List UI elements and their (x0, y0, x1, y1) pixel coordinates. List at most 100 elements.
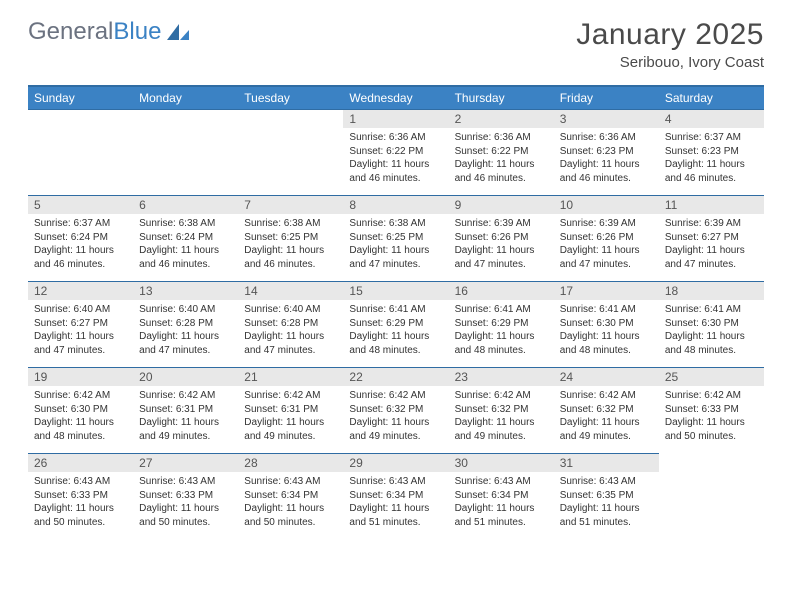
day-info: Sunrise: 6:42 AMSunset: 6:30 PMDaylight:… (28, 386, 133, 447)
day-cell: 12Sunrise: 6:40 AMSunset: 6:27 PMDayligh… (28, 281, 133, 367)
day-number: 19 (28, 368, 133, 386)
day-cell: 22Sunrise: 6:42 AMSunset: 6:32 PMDayligh… (343, 367, 448, 453)
day-number: 17 (554, 282, 659, 300)
day-info: Sunrise: 6:43 AMSunset: 6:35 PMDaylight:… (554, 472, 659, 533)
day-info: Sunrise: 6:43 AMSunset: 6:34 PMDaylight:… (343, 472, 448, 533)
day-number: 21 (238, 368, 343, 386)
day-info: Sunrise: 6:42 AMSunset: 6:31 PMDaylight:… (133, 386, 238, 447)
day-info: Sunrise: 6:43 AMSunset: 6:33 PMDaylight:… (133, 472, 238, 533)
logo-text-blue: Blue (113, 18, 161, 46)
day-number: 5 (28, 196, 133, 214)
weekday-header: Tuesday (238, 87, 343, 109)
day-cell: 11Sunrise: 6:39 AMSunset: 6:27 PMDayligh… (659, 195, 764, 281)
title-block: January 2025 Seribouo, Ivory Coast (576, 18, 764, 71)
day-info: Sunrise: 6:39 AMSunset: 6:26 PMDaylight:… (554, 214, 659, 275)
location-subtitle: Seribouo, Ivory Coast (576, 54, 764, 71)
day-cell: 24Sunrise: 6:42 AMSunset: 6:32 PMDayligh… (554, 367, 659, 453)
day-number: 6 (133, 196, 238, 214)
day-number: 20 (133, 368, 238, 386)
day-cell: 3Sunrise: 6:36 AMSunset: 6:23 PMDaylight… (554, 109, 659, 195)
day-info: Sunrise: 6:38 AMSunset: 6:25 PMDaylight:… (343, 214, 448, 275)
day-cell: 21Sunrise: 6:42 AMSunset: 6:31 PMDayligh… (238, 367, 343, 453)
day-info: Sunrise: 6:36 AMSunset: 6:22 PMDaylight:… (449, 128, 554, 189)
logo: GeneralBlue (28, 18, 191, 46)
day-cell: 14Sunrise: 6:40 AMSunset: 6:28 PMDayligh… (238, 281, 343, 367)
day-cell: 2Sunrise: 6:36 AMSunset: 6:22 PMDaylight… (449, 109, 554, 195)
day-info: Sunrise: 6:43 AMSunset: 6:33 PMDaylight:… (28, 472, 133, 533)
day-cell: 1Sunrise: 6:36 AMSunset: 6:22 PMDaylight… (343, 109, 448, 195)
logo-text-general: General (28, 18, 113, 46)
day-number: 4 (659, 110, 764, 128)
day-number: 22 (343, 368, 448, 386)
day-cell: 13Sunrise: 6:40 AMSunset: 6:28 PMDayligh… (133, 281, 238, 367)
day-cell: 17Sunrise: 6:41 AMSunset: 6:30 PMDayligh… (554, 281, 659, 367)
day-info: Sunrise: 6:36 AMSunset: 6:22 PMDaylight:… (343, 128, 448, 189)
day-cell: 10Sunrise: 6:39 AMSunset: 6:26 PMDayligh… (554, 195, 659, 281)
day-cell: 9Sunrise: 6:39 AMSunset: 6:26 PMDaylight… (449, 195, 554, 281)
day-info: Sunrise: 6:37 AMSunset: 6:24 PMDaylight:… (28, 214, 133, 275)
day-info: Sunrise: 6:36 AMSunset: 6:23 PMDaylight:… (554, 128, 659, 189)
day-number: 3 (554, 110, 659, 128)
day-number: 8 (343, 196, 448, 214)
weekday-header: Sunday (28, 87, 133, 109)
day-cell: 6Sunrise: 6:38 AMSunset: 6:24 PMDaylight… (133, 195, 238, 281)
day-number: 25 (659, 368, 764, 386)
day-cell: 19Sunrise: 6:42 AMSunset: 6:30 PMDayligh… (28, 367, 133, 453)
logo-sail-icon (165, 22, 191, 42)
day-cell: 23Sunrise: 6:42 AMSunset: 6:32 PMDayligh… (449, 367, 554, 453)
day-cell: 30Sunrise: 6:43 AMSunset: 6:34 PMDayligh… (449, 453, 554, 539)
empty-cell (238, 109, 343, 195)
calendar: SundayMondayTuesdayWednesdayThursdayFrid… (28, 85, 764, 539)
day-number: 28 (238, 454, 343, 472)
day-number: 18 (659, 282, 764, 300)
day-info: Sunrise: 6:42 AMSunset: 6:32 PMDaylight:… (554, 386, 659, 447)
day-cell: 26Sunrise: 6:43 AMSunset: 6:33 PMDayligh… (28, 453, 133, 539)
weekday-header: Wednesday (343, 87, 448, 109)
weekday-header-row: SundayMondayTuesdayWednesdayThursdayFrid… (28, 87, 764, 109)
day-info: Sunrise: 6:41 AMSunset: 6:30 PMDaylight:… (659, 300, 764, 361)
day-info: Sunrise: 6:40 AMSunset: 6:27 PMDaylight:… (28, 300, 133, 361)
day-info: Sunrise: 6:41 AMSunset: 6:29 PMDaylight:… (449, 300, 554, 361)
empty-cell (133, 109, 238, 195)
empty-cell (28, 109, 133, 195)
day-number: 23 (449, 368, 554, 386)
day-number: 16 (449, 282, 554, 300)
day-info: Sunrise: 6:38 AMSunset: 6:24 PMDaylight:… (133, 214, 238, 275)
weekday-header: Monday (133, 87, 238, 109)
day-info: Sunrise: 6:42 AMSunset: 6:32 PMDaylight:… (449, 386, 554, 447)
weekday-header: Thursday (449, 87, 554, 109)
day-cell: 5Sunrise: 6:37 AMSunset: 6:24 PMDaylight… (28, 195, 133, 281)
day-number: 27 (133, 454, 238, 472)
day-number: 10 (554, 196, 659, 214)
day-cell: 15Sunrise: 6:41 AMSunset: 6:29 PMDayligh… (343, 281, 448, 367)
weekday-header: Friday (554, 87, 659, 109)
day-info: Sunrise: 6:39 AMSunset: 6:26 PMDaylight:… (449, 214, 554, 275)
day-number: 2 (449, 110, 554, 128)
day-info: Sunrise: 6:42 AMSunset: 6:32 PMDaylight:… (343, 386, 448, 447)
weekday-header: Saturday (659, 87, 764, 109)
day-info: Sunrise: 6:41 AMSunset: 6:30 PMDaylight:… (554, 300, 659, 361)
calendar-grid: 1Sunrise: 6:36 AMSunset: 6:22 PMDaylight… (28, 109, 764, 539)
day-cell: 29Sunrise: 6:43 AMSunset: 6:34 PMDayligh… (343, 453, 448, 539)
day-number: 9 (449, 196, 554, 214)
day-info: Sunrise: 6:40 AMSunset: 6:28 PMDaylight:… (133, 300, 238, 361)
header: GeneralBlue January 2025 Seribouo, Ivory… (0, 0, 792, 79)
day-info: Sunrise: 6:39 AMSunset: 6:27 PMDaylight:… (659, 214, 764, 275)
day-info: Sunrise: 6:42 AMSunset: 6:31 PMDaylight:… (238, 386, 343, 447)
day-cell: 18Sunrise: 6:41 AMSunset: 6:30 PMDayligh… (659, 281, 764, 367)
day-number: 30 (449, 454, 554, 472)
day-number: 31 (554, 454, 659, 472)
day-cell: 20Sunrise: 6:42 AMSunset: 6:31 PMDayligh… (133, 367, 238, 453)
day-number: 11 (659, 196, 764, 214)
day-number: 7 (238, 196, 343, 214)
day-number: 12 (28, 282, 133, 300)
day-info: Sunrise: 6:37 AMSunset: 6:23 PMDaylight:… (659, 128, 764, 189)
day-info: Sunrise: 6:43 AMSunset: 6:34 PMDaylight:… (449, 472, 554, 533)
day-info: Sunrise: 6:43 AMSunset: 6:34 PMDaylight:… (238, 472, 343, 533)
day-cell: 31Sunrise: 6:43 AMSunset: 6:35 PMDayligh… (554, 453, 659, 539)
day-number: 15 (343, 282, 448, 300)
day-info: Sunrise: 6:42 AMSunset: 6:33 PMDaylight:… (659, 386, 764, 447)
day-info: Sunrise: 6:40 AMSunset: 6:28 PMDaylight:… (238, 300, 343, 361)
page-title: January 2025 (576, 18, 764, 52)
day-number: 24 (554, 368, 659, 386)
